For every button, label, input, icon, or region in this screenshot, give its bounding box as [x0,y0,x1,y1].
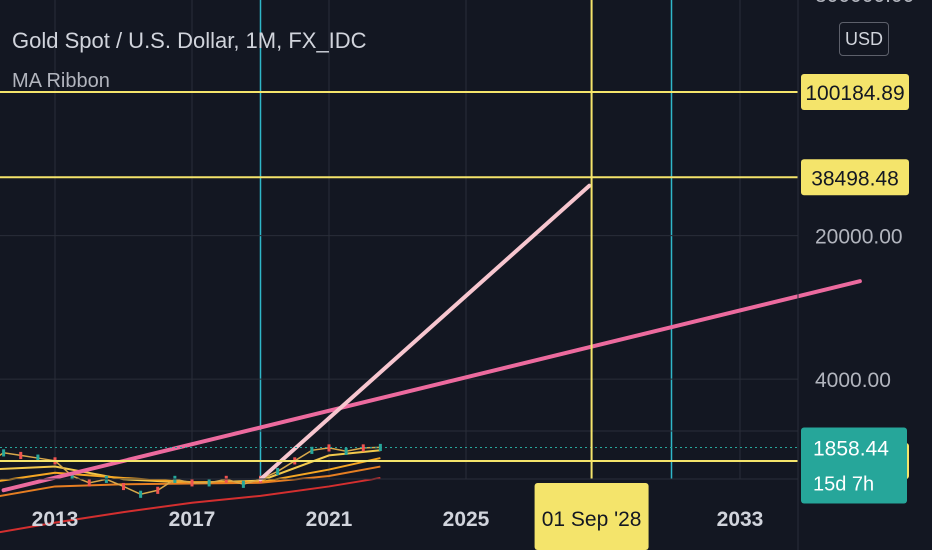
last-price-label: 1858.44 [813,437,889,460]
x-tick-label: 2021 [306,508,353,531]
last-price-tag [801,427,907,504]
indicator-label[interactable]: MA Ribbon [12,70,110,92]
date-marker-tag [534,483,649,550]
series-layer [0,183,862,534]
price-bar [70,472,74,480]
level-tag [801,74,909,110]
ma-ribbon-line [0,476,381,534]
price-bar [361,444,365,452]
price-bar [139,490,143,498]
currency-button[interactable]: USD [839,22,889,56]
price-bar [241,480,245,488]
price-bar [327,444,331,452]
y-tick-label: 20000.00 [815,226,903,249]
levels-layer [0,0,798,479]
price-bar [190,479,194,487]
y-tick-label: 300000.00 [815,0,914,7]
x-tick-label: 2025 [443,508,490,531]
price-bar [36,454,40,462]
x-tick-label: 2017 [169,508,216,531]
price-bar [207,479,211,487]
y-tick-label: 4000.00 [815,369,891,392]
price-bar [2,449,6,457]
x-tick-label: 2013 [32,508,79,531]
price-bar [122,482,125,491]
price-bar [19,451,23,460]
price-bar [156,486,160,494]
x-tick-label: 2033 [717,508,764,531]
trend-line [1,279,862,493]
symbol-title[interactable]: Gold Spot / U.S. Dollar, 1M, FX_IDC [12,28,367,53]
price-bar [87,479,91,487]
price-bar [310,446,314,454]
grid [0,0,798,479]
date-marker-label: 01 Sep '28 [542,508,642,531]
countdown-label: 15d 7h [813,473,874,495]
price-bar [276,467,280,476]
level-tag-label: 100184.89 [805,82,904,105]
level-tag [801,159,909,196]
trend-line [258,183,592,482]
price-bar [344,447,348,455]
level-tag-label: 38498.48 [811,167,899,190]
